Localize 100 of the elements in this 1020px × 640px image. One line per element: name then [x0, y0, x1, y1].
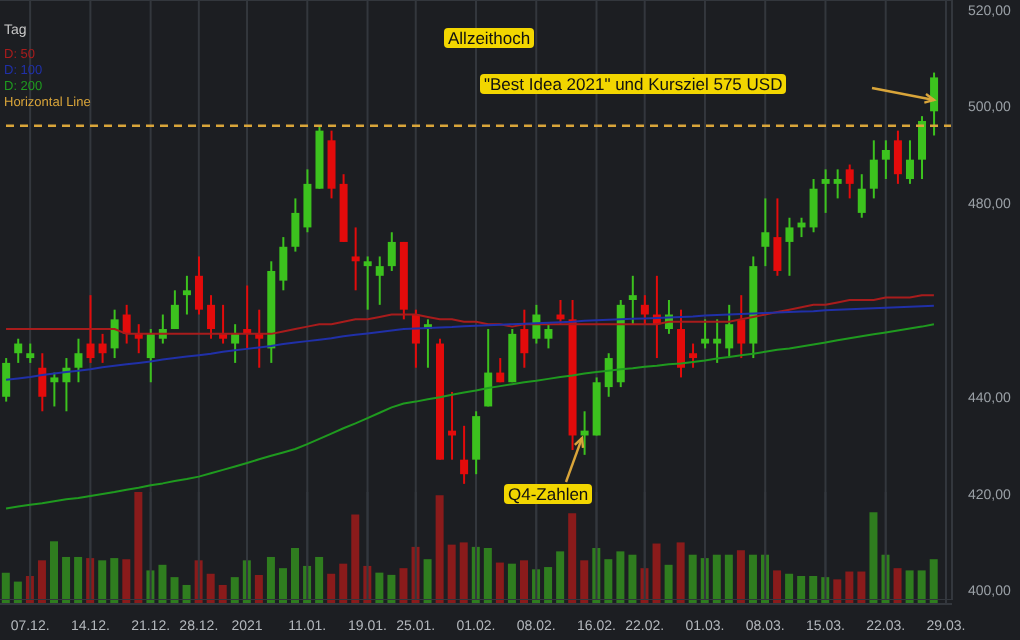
candlestick: [604, 352, 613, 398]
candlestick: [689, 342, 698, 369]
candlestick: [472, 410, 481, 476]
candlestick: [86, 294, 95, 364]
bar: [230, 577, 239, 604]
candlestick: [279, 236, 288, 292]
candlestick: [2, 357, 11, 403]
bar: [206, 573, 215, 604]
candlestick: [785, 216, 794, 277]
bar: [809, 576, 818, 604]
bar: [736, 550, 745, 604]
candlestick: [640, 294, 649, 326]
bar: [423, 559, 432, 604]
bar: [893, 568, 902, 604]
bar: [568, 513, 577, 604]
candlestick: [857, 173, 866, 219]
bar: [580, 560, 589, 604]
candlestick: [544, 323, 553, 350]
candlestick: [845, 163, 854, 200]
candlestick: [893, 129, 902, 185]
candlestick: [496, 357, 505, 384]
bar: [544, 567, 553, 604]
candlestick: [207, 294, 216, 340]
candlestick: [231, 323, 240, 364]
bar: [62, 556, 71, 604]
candlestick: [291, 197, 300, 253]
candlestick: [460, 424, 469, 485]
bar: [905, 570, 914, 604]
bar: [519, 560, 528, 604]
candlestick: [351, 226, 360, 292]
candlestick: [110, 308, 119, 360]
bar: [459, 542, 468, 604]
candlestick: [773, 197, 782, 277]
candlestick: [303, 168, 312, 234]
candlestick: [38, 352, 47, 413]
bar: [110, 558, 119, 604]
line-series: [5, 323, 935, 510]
candlestick: [918, 115, 927, 181]
bar: [399, 568, 408, 604]
candlestick: [677, 308, 685, 379]
annotation: Q4-Zahlen: [504, 484, 593, 504]
candlestick: [905, 139, 914, 185]
bar: [748, 554, 757, 604]
bar: [158, 564, 167, 604]
bar: [291, 548, 300, 604]
candlestick: [809, 178, 818, 234]
bar: [688, 554, 697, 604]
bar: [869, 512, 878, 604]
bar: [134, 492, 143, 604]
bar: [712, 554, 721, 604]
candlestick: [833, 168, 842, 200]
bar: [351, 514, 360, 604]
candlestick: [713, 318, 722, 364]
candlestick: [363, 255, 372, 311]
bar: [98, 560, 107, 604]
bar: [652, 543, 661, 604]
candlestick: [182, 274, 191, 316]
bar: [254, 574, 263, 604]
bar: [435, 495, 444, 604]
bar: [495, 562, 504, 604]
bar: [278, 568, 287, 604]
candlestick: [375, 255, 384, 306]
candlestick: [725, 303, 734, 360]
bar: [170, 577, 179, 604]
bar: [929, 559, 938, 604]
candlestick: [411, 308, 420, 369]
bar: [664, 564, 673, 604]
bar: [616, 551, 625, 604]
annotation: Allzeithoch: [444, 28, 535, 48]
candlestick: [520, 308, 529, 369]
bar: [74, 556, 83, 604]
candlestick: [869, 139, 878, 200]
bar: [628, 554, 637, 604]
bar: [724, 554, 733, 604]
candlestick: [821, 168, 830, 214]
candlestick: [737, 294, 746, 360]
bar: [37, 560, 46, 604]
candlestick: [50, 371, 59, 408]
bar: [1, 572, 10, 604]
bar: [604, 559, 613, 604]
bar: [122, 559, 131, 604]
bar: [857, 571, 866, 604]
bar: [773, 570, 782, 604]
bar: [785, 573, 794, 604]
candlestick: [98, 332, 107, 364]
bar: [387, 574, 396, 604]
candlestick: [881, 139, 890, 181]
candlestick: [484, 328, 493, 408]
candlestick: [701, 318, 710, 350]
bar: [833, 579, 842, 604]
candlestick: [26, 342, 35, 364]
bar: [797, 576, 806, 604]
candlestick: [194, 255, 203, 316]
candlestick: [74, 337, 83, 384]
bar: [845, 571, 854, 604]
bar: [447, 544, 456, 604]
bar: [676, 542, 685, 604]
candlestick: [387, 231, 396, 272]
annotation: "Best Idea 2021" und Kursziel 575 USD: [480, 74, 787, 94]
candlestick: [761, 197, 770, 268]
